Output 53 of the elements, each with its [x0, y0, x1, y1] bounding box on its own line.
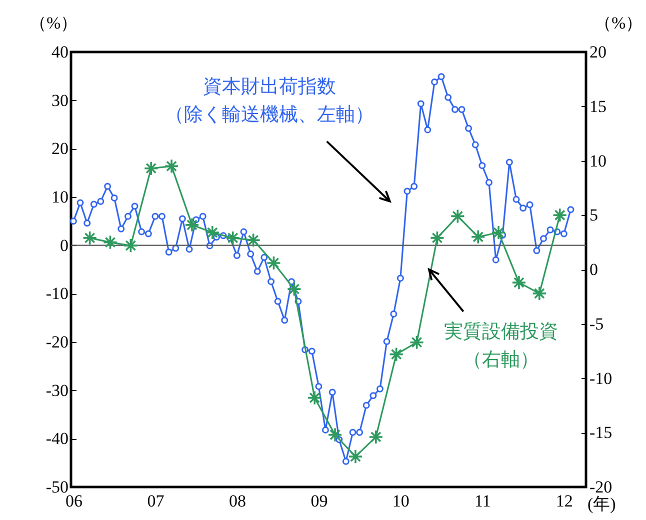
y2-tick-label: 20	[590, 42, 606, 62]
point	[430, 230, 445, 246]
y2-tick-label: -10	[590, 368, 612, 388]
y-tick-label: 0	[60, 236, 68, 255]
y2-tick-label: -5	[590, 314, 604, 334]
y2-tick-label: 10	[590, 151, 606, 170]
y2-axis-title: （%）	[594, 14, 643, 32]
point	[409, 334, 424, 350]
point	[532, 286, 547, 301]
point	[144, 160, 159, 176]
point	[123, 238, 138, 253]
y2-tick-label: 15	[590, 96, 606, 116]
y-tick-label: -30	[46, 380, 68, 400]
x-tick-label: 11	[474, 492, 491, 510]
point	[328, 427, 342, 442]
y2-tick-label: 5	[590, 206, 598, 225]
x-tick-label: 08	[228, 492, 246, 510]
point	[368, 430, 384, 444]
series-label: 実質設備投資（右軸）	[444, 320, 558, 370]
point	[82, 230, 98, 246]
y2-tick-label: -20	[590, 478, 612, 496]
y-axis-title: （%）	[30, 14, 78, 32]
y-tick-label: -10	[46, 284, 68, 304]
point	[552, 208, 568, 223]
y2-tick-label: -15	[590, 423, 612, 442]
y-tick-label: 30	[52, 90, 68, 110]
x-tick-label: 07	[147, 492, 165, 510]
point	[246, 232, 261, 248]
x-axis-title: (年)	[588, 494, 616, 514]
point	[388, 346, 404, 362]
point	[184, 217, 200, 232]
y-tick-label: -40	[46, 429, 68, 448]
point	[205, 225, 220, 240]
point	[470, 229, 486, 244]
y2-tick-label: 0	[590, 260, 598, 279]
point	[491, 225, 506, 240]
point	[512, 275, 526, 290]
x-tick-label: 09	[310, 492, 328, 510]
y-tick-label: 40	[52, 42, 68, 62]
x-tick-label: 12	[556, 492, 573, 510]
x-tick-label: 10	[392, 492, 410, 510]
text: 資本財出荷指数（除く輸送機械、左軸）	[165, 76, 374, 126]
y-tick-label: 10	[52, 188, 68, 206]
point	[266, 256, 282, 270]
y-tick-label: -20	[46, 332, 68, 352]
point	[164, 158, 179, 174]
point	[102, 234, 118, 250]
point	[450, 208, 466, 224]
point	[348, 449, 363, 464]
point	[225, 230, 240, 246]
point	[286, 282, 302, 296]
y-tick-label: 20	[52, 139, 68, 158]
point	[307, 390, 322, 406]
